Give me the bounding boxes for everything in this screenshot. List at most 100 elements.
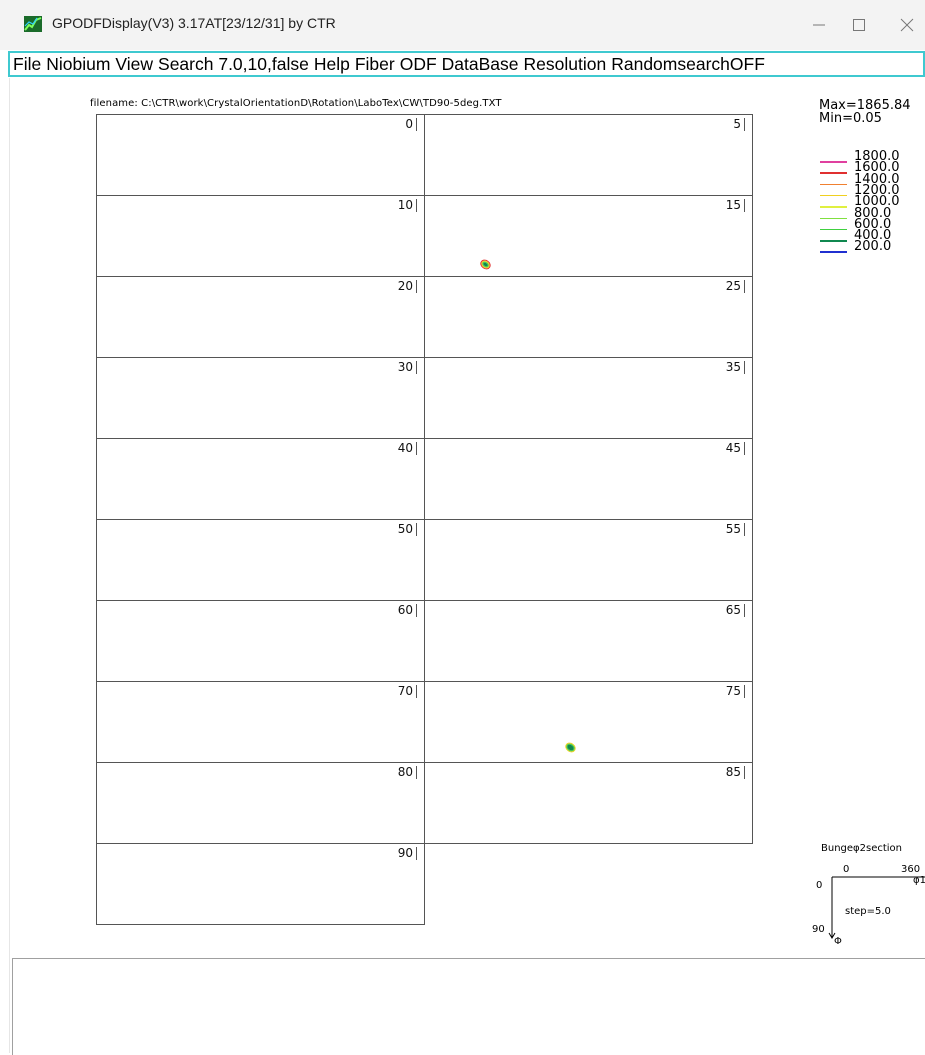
section-label: 25 [725,279,741,293]
section-label: 70 [397,684,413,698]
legend-entry: 1600.0 [820,160,925,176]
menu-resolution[interactable]: Resolution [523,54,607,74]
legend-line [820,206,847,208]
legend-value: 1600.0 [854,160,900,176]
section-label-tick [416,766,417,779]
legend-entry: 1800.0 [820,149,925,164]
legend-entry: 400.0 [820,228,925,244]
section-label-tick [416,280,417,293]
filename-label: filename: C:\CTR\work\CrystalOrientation… [90,98,502,109]
legend-value: 400.0 [854,228,892,244]
section-label: 20 [397,279,413,293]
section-label-tick [744,442,745,455]
odf-section-90[interactable]: 90 [96,843,425,925]
maximize-button[interactable] [840,10,880,40]
section-label: 5 [733,117,741,131]
legend-line [820,217,847,219]
section-key-axis-x: φ1 [913,875,925,886]
odf-section-50[interactable]: 50 [96,519,425,601]
section-label: 75 [725,684,741,698]
odf-section-60[interactable]: 60 [96,600,425,682]
legend-value: 800.0 [854,205,892,221]
menu-help[interactable]: Help [313,54,350,74]
legend-line [820,172,847,174]
odf-section-20[interactable]: 20 [96,276,425,358]
section-label-tick [416,442,417,455]
menu-view[interactable]: View [115,54,154,74]
menu-fiber[interactable]: Fiber [354,54,395,74]
section-label-tick [416,523,417,536]
section-label: 65 [725,603,741,617]
legend-entry: 200.0 [820,239,925,255]
odf-section-40[interactable]: 40 [96,438,425,520]
section-label-tick [744,685,745,698]
menu-niobium[interactable]: Niobium [46,54,111,74]
menu-randomsearch[interactable]: RandomsearchOFF [611,54,765,74]
legend-value: 600.0 [854,216,892,232]
legend-value: 200.0 [854,239,892,255]
section-label: 45 [725,441,741,455]
max-value: Max=1865.84 [819,98,911,113]
title-bar[interactable]: GPODFDisplay(V3) 3.17AT[23/12/31] by CTR [0,0,925,50]
odf-section-85[interactable]: 85 [424,762,753,844]
section-key-top-left: 0 [843,864,850,875]
output-panel[interactable] [12,958,925,1055]
odf-section-55[interactable]: 55 [424,519,753,601]
menu-file[interactable]: File [13,54,42,74]
legend-entry: 800.0 [820,205,925,221]
close-icon [900,18,914,32]
section-key-top-right: 360 [901,864,921,875]
maximize-icon [853,19,865,31]
section-label-tick [744,118,745,131]
section-label: 15 [725,198,741,212]
close-button[interactable] [888,10,925,40]
window-title: GPODFDisplay(V3) 3.17AT[23/12/31] by CTR [52,15,336,31]
min-value: Min=0.05 [819,111,882,126]
menu-search[interactable]: Search 7.0,10,false [158,54,309,74]
section-key-axis-y: Φ [834,936,842,947]
section-label-tick [416,199,417,212]
section-key: Bungeφ2section 0 360 0 90 φ1 Φ step=5.0 [812,842,925,952]
section-label-tick [744,361,745,374]
legend-entry: 600.0 [820,216,925,232]
odf-section-30[interactable]: 30 [96,357,425,439]
odf-section-5[interactable]: 5 [424,114,753,196]
legend-line [820,161,847,163]
section-label: 10 [397,198,413,212]
odf-section-15[interactable]: 15 [424,195,753,277]
odf-section-10[interactable]: 10 [96,195,425,277]
section-label: 0 [405,117,413,131]
section-label-tick [416,685,417,698]
section-key-axes [828,876,925,939]
odf-section-65[interactable]: 65 [424,600,753,682]
legend-line [820,183,847,186]
odf-section-45[interactable]: 45 [424,438,753,520]
app-logo-icon [24,16,42,32]
section-label: 30 [397,360,413,374]
menu-bar: File Niobium View Search 7.0,10,false Help Fi… [8,51,925,77]
odf-section-80[interactable]: 80 [96,762,425,844]
section-key-step: step=5.0 [845,906,891,917]
section-key-title: Bungeφ2section [821,843,903,854]
menu-odf[interactable]: ODF [399,54,437,74]
legend-entry: 1400.0 [820,173,925,186]
legend-value: 1200.0 [854,182,900,198]
odf-section-0[interactable]: 0 [96,114,425,196]
legend-line [820,240,847,242]
max-min-stats: Max=1865.84 Min=0.05 [819,99,911,125]
section-label: 35 [725,360,741,374]
section-label-tick [744,604,745,617]
legend-line [820,228,847,231]
odf-section-70[interactable]: 70 [96,681,425,763]
odf-section-25[interactable]: 25 [424,276,753,358]
odf-section-75[interactable]: 75 [424,681,753,763]
section-label: 60 [397,603,413,617]
legend-value: 1000.0 [854,194,900,210]
section-label-tick [744,280,745,293]
minimize-button[interactable] [800,10,840,40]
legend-value: 1800.0 [854,149,900,164]
section-key-left-top: 0 [816,880,823,891]
odf-section-35[interactable]: 35 [424,357,753,439]
menu-database[interactable]: DataBase [441,54,519,74]
section-key-left-bottom: 90 [812,924,825,935]
